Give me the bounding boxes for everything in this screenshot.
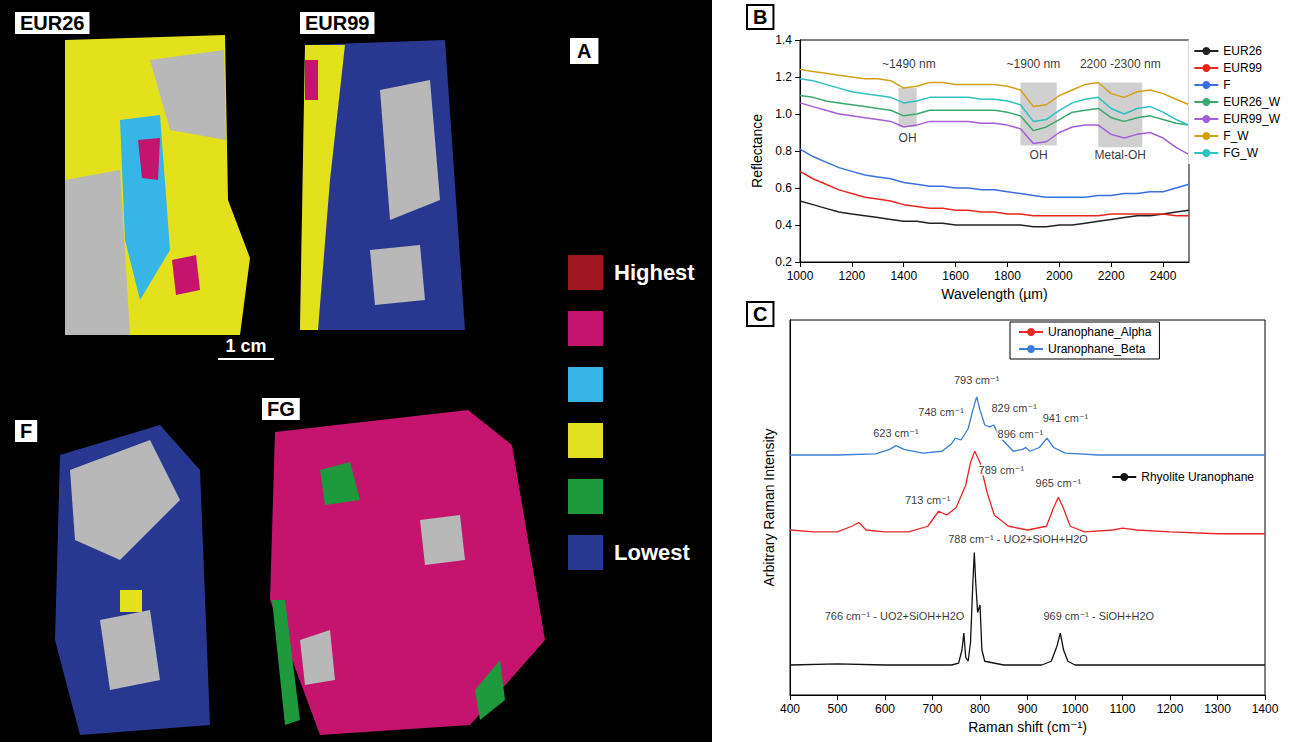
svg-text:2200 -2300 nm: 2200 -2300 nm (1080, 57, 1161, 71)
svg-text:FG_W: FG_W (1223, 146, 1258, 160)
svg-text:A: A (577, 40, 591, 62)
svg-text:1200: 1200 (839, 269, 866, 283)
svg-text:500: 500 (827, 702, 847, 716)
svg-text:EUR99: EUR99 (1223, 61, 1262, 75)
svg-text:1400: 1400 (890, 269, 917, 283)
svg-text:1 cm: 1 cm (225, 336, 266, 356)
svg-text:Reflectance: Reflectance (749, 114, 765, 188)
svg-text:1400: 1400 (1252, 702, 1279, 716)
svg-text:748 cm⁻¹: 748 cm⁻¹ (918, 406, 964, 418)
svg-text:0.4: 0.4 (775, 218, 792, 232)
svg-text:1000: 1000 (787, 269, 814, 283)
svg-text:Metal-OH: Metal-OH (1095, 148, 1146, 162)
svg-text:F: F (20, 420, 32, 442)
svg-text:~1900 nm: ~1900 nm (1007, 57, 1061, 71)
svg-text:Lowest: Lowest (614, 540, 690, 565)
svg-text:1200: 1200 (1157, 702, 1184, 716)
svg-text:1300: 1300 (1204, 702, 1231, 716)
svg-text:2000: 2000 (1046, 269, 1073, 283)
svg-text:EUR99: EUR99 (305, 12, 369, 34)
svg-text:Raman shift (cm⁻¹): Raman shift (cm⁻¹) (968, 719, 1087, 735)
svg-text:2200: 2200 (1098, 269, 1125, 283)
svg-text:789 cm⁻¹: 789 cm⁻¹ (979, 464, 1025, 476)
svg-text:F_W: F_W (1223, 129, 1249, 143)
svg-text:700: 700 (922, 702, 942, 716)
svg-text:1800: 1800 (994, 269, 1021, 283)
svg-text:Wavelength (µm): Wavelength (µm) (941, 286, 1047, 302)
svg-text:965 cm⁻¹: 965 cm⁻¹ (1036, 477, 1082, 489)
svg-text:EUR26_W: EUR26_W (1223, 95, 1280, 109)
svg-text:0.8: 0.8 (775, 144, 792, 158)
svg-text:1000: 1000 (1062, 702, 1089, 716)
svg-text:0.6: 0.6 (775, 181, 792, 195)
svg-text:2400: 2400 (1150, 269, 1177, 283)
svg-text:FG: FG (267, 398, 295, 420)
svg-text:900: 900 (1017, 702, 1037, 716)
svg-text:OH: OH (899, 131, 917, 145)
svg-text:0.2: 0.2 (775, 255, 792, 269)
svg-text:F: F (1223, 78, 1230, 92)
svg-text:EUR26: EUR26 (1223, 44, 1262, 58)
svg-text:Rhyolite Uranophane: Rhyolite Uranophane (1141, 470, 1254, 484)
svg-text:788 cm⁻¹ - UO2+SiOH+H2O: 788 cm⁻¹ - UO2+SiOH+H2O (948, 533, 1088, 545)
svg-text:623 cm⁻¹: 623 cm⁻¹ (873, 427, 919, 439)
svg-text:766 cm⁻¹ - UO2+SiOH+H2O: 766 cm⁻¹ - UO2+SiOH+H2O (825, 610, 965, 622)
svg-text:829 cm⁻¹: 829 cm⁻¹ (991, 402, 1037, 414)
svg-text:1.0: 1.0 (775, 107, 792, 121)
svg-text:EUR99_W: EUR99_W (1223, 112, 1280, 126)
svg-text:400: 400 (780, 702, 800, 716)
svg-text:Highest: Highest (614, 260, 695, 285)
svg-text:969 cm⁻¹ - SiOH+H2O: 969 cm⁻¹ - SiOH+H2O (1043, 610, 1154, 622)
svg-text:1.2: 1.2 (775, 70, 792, 84)
svg-text:C: C (753, 303, 767, 325)
svg-text:~1490 nm: ~1490 nm (882, 57, 936, 71)
svg-text:896 cm⁻¹: 896 cm⁻¹ (998, 428, 1044, 440)
svg-text:793 cm⁻¹: 793 cm⁻¹ (954, 374, 1000, 386)
svg-text:OH: OH (1030, 148, 1048, 162)
svg-text:1.4: 1.4 (775, 33, 792, 47)
svg-text:713 cm⁻¹: 713 cm⁻¹ (905, 494, 951, 506)
svg-text:941 cm⁻¹: 941 cm⁻¹ (1043, 412, 1089, 424)
svg-text:B: B (753, 6, 767, 28)
svg-text:Uranophane_Alpha: Uranophane_Alpha (1048, 325, 1152, 339)
svg-text:600: 600 (875, 702, 895, 716)
svg-text:EUR26: EUR26 (20, 12, 84, 34)
svg-text:1600: 1600 (942, 269, 969, 283)
svg-text:1100: 1100 (1110, 702, 1136, 716)
svg-text:Uranophane_Beta: Uranophane_Beta (1048, 342, 1146, 356)
svg-text:800: 800 (970, 702, 990, 716)
svg-text:Arbitrary Raman Intensity: Arbitrary Raman Intensity (761, 429, 777, 587)
